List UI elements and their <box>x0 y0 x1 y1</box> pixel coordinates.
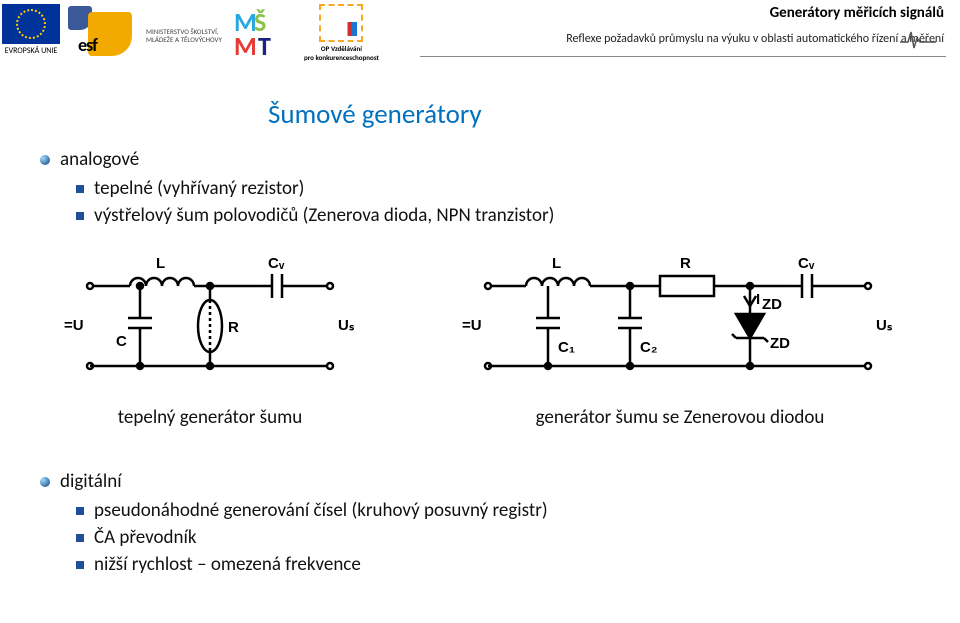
msmt-logo: MŠMT <box>228 4 288 60</box>
content-block-2: digitální pseudonáhodné generování čísel… <box>40 470 920 580</box>
bullet-text: digitální <box>60 470 122 493</box>
bullet-pseudo: pseudonáhodné generování čísel (kruhový … <box>76 499 920 522</box>
bullet-thermal: tepelné (vyhřívaný rezistor) <box>76 177 920 200</box>
label-c: C <box>116 333 127 350</box>
square-bullet-icon <box>76 507 84 515</box>
op-logo-icon <box>319 4 363 42</box>
bullet-dac: ČA převodník <box>76 526 920 549</box>
label-izd-sub: ZD <box>762 296 782 313</box>
square-bullet-icon <box>76 212 84 220</box>
caption-thermal: tepelný generátor šumu <box>118 406 302 429</box>
header-title: Generátory měřicích signálů <box>566 4 944 22</box>
square-bullet-icon <box>76 185 84 193</box>
square-bullet-icon <box>76 561 84 569</box>
circuit-zener-icon: L R Cᵥ =U Uₛ C₁ <box>460 256 900 386</box>
header-divider <box>420 56 946 57</box>
sphere-bullet-icon <box>40 477 50 487</box>
ecg-icon <box>900 28 936 52</box>
bullet-text: výstřelový šum polovodičů (Zenerova diod… <box>94 204 554 227</box>
bullet-text: ČA převodník <box>94 526 197 549</box>
op-block: OP Vzdělávání pro konkurenceschopnost <box>304 4 379 62</box>
min-line2: MLÁDEŽE A TĚLOVÝCHOVY <box>146 36 222 44</box>
diagram-thermal: L Cᵥ =U Uₛ C <box>60 256 360 429</box>
content-block-1: analogové tepelné (vyhřívaný rezistor) v… <box>40 148 920 231</box>
esf-block: esf <box>66 4 136 62</box>
header-subtitle: Reflexe požadavků průmyslu na výuku v ob… <box>566 32 944 46</box>
logo-strip: EVROPSKÁ UNIE esf MINISTERSTVO ŠKOLSTVÍ,… <box>0 0 379 62</box>
label-r: R <box>680 256 691 272</box>
label-us: Uₛ <box>876 317 893 334</box>
bullet-text: tepelné (vyhřívaný rezistor) <box>94 177 304 200</box>
diagrams-row: L Cᵥ =U Uₛ C <box>60 256 900 429</box>
ministry-text: MINISTERSTVO ŠKOLSTVÍ, MLÁDEŽE A TĚLOVÝC… <box>146 4 222 43</box>
square-bullet-icon <box>76 534 84 542</box>
sphere-bullet-icon <box>40 155 50 165</box>
label-cv: Cᵥ <box>268 256 285 272</box>
bullet-digital: digitální <box>40 470 920 493</box>
eu-block: EVROPSKÁ UNIE <box>2 4 60 56</box>
label-u: =U <box>64 317 84 334</box>
label-l: L <box>552 256 561 272</box>
label-cv: Cᵥ <box>798 256 815 272</box>
label-l: L <box>156 256 165 272</box>
slide-header: EVROPSKÁ UNIE esf MINISTERSTVO ŠKOLSTVÍ,… <box>0 0 960 80</box>
header-right: Generátory měřicích signálů Reflexe poža… <box>566 4 944 46</box>
label-c2: C₂ <box>640 339 658 356</box>
eu-flag-icon <box>2 4 60 44</box>
circuit-thermal-icon: L Cᵥ =U Uₛ C <box>60 256 360 386</box>
diagram-zener: L R Cᵥ =U Uₛ C₁ <box>460 256 900 429</box>
bullet-analog: analogové <box>40 148 920 171</box>
label-c1: C₁ <box>558 339 575 356</box>
op-line2: pro konkurenceschopnost <box>304 53 379 62</box>
bullet-text: analogové <box>60 148 139 171</box>
label-us: Uₛ <box>338 317 355 334</box>
bullet-shot: výstřelový šum polovodičů (Zenerova diod… <box>76 204 920 227</box>
op-line1: OP Vzdělávání <box>304 44 379 53</box>
eu-label: EVROPSKÁ UNIE <box>5 46 58 56</box>
label-izd: I <box>756 291 760 308</box>
caption-zener: generátor šumu se Zenerovou diodou <box>536 406 825 429</box>
label-r: R <box>228 319 239 336</box>
bullet-text: pseudonáhodné generování čísel (kruhový … <box>94 499 548 522</box>
bullet-speed: nižší rychlost – omezená frekvence <box>76 553 920 576</box>
bullet-text: nižší rychlost – omezená frekvence <box>94 553 361 576</box>
esf-logo-icon: esf <box>66 4 136 62</box>
section-title: Šumové generátory <box>268 98 482 131</box>
label-zd: ZD <box>770 335 790 352</box>
label-u: =U <box>462 317 482 334</box>
